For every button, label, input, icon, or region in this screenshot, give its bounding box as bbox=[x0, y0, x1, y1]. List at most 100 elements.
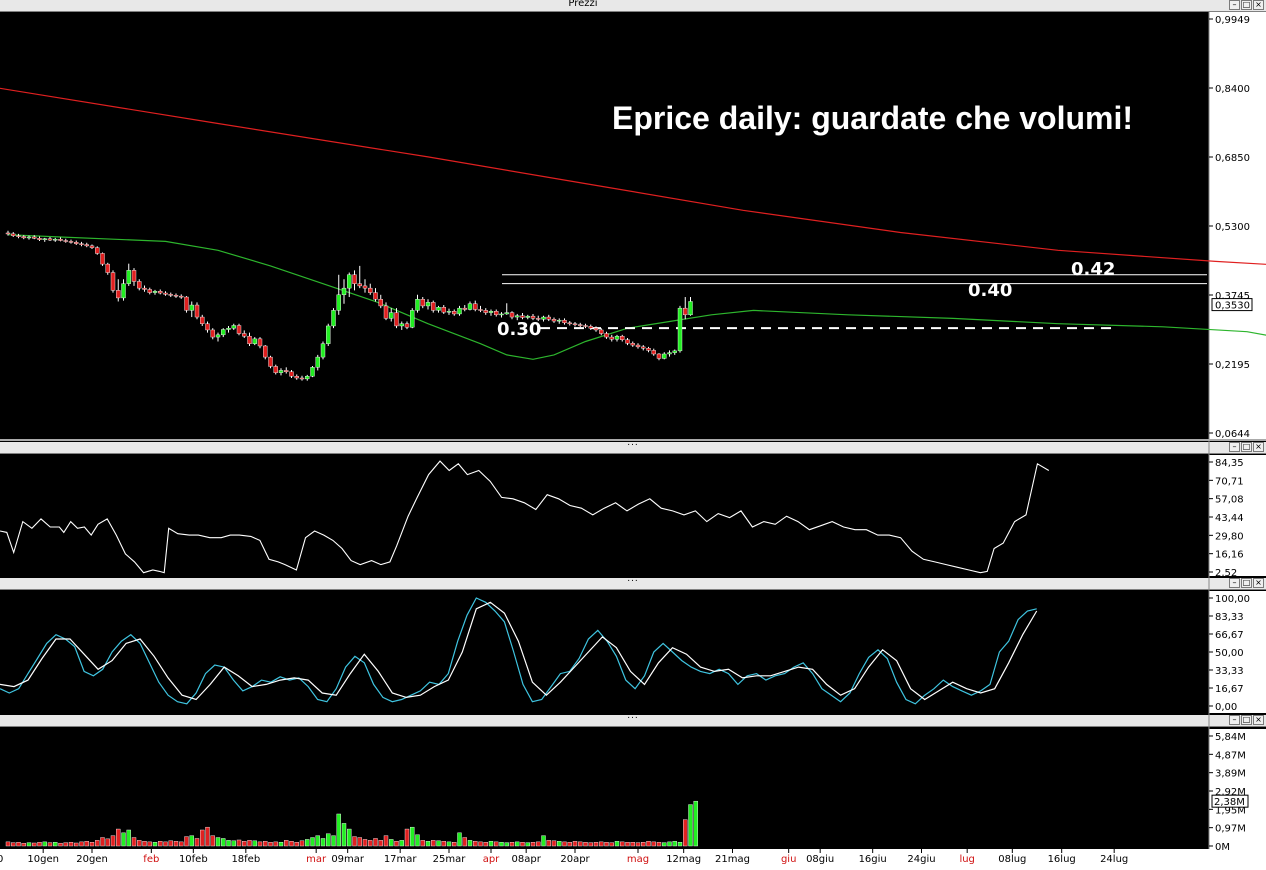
time-axis-label: 25mar bbox=[433, 854, 467, 865]
candle-body bbox=[137, 281, 142, 289]
volume-bar bbox=[257, 841, 263, 847]
candle-body bbox=[368, 287, 373, 293]
volume-bar bbox=[609, 842, 614, 847]
panel-grip: ... bbox=[627, 438, 639, 448]
indicator-panel-titlebar[interactable]: ... – □ × bbox=[0, 438, 1266, 454]
volume-bar bbox=[53, 842, 58, 847]
candle-body bbox=[583, 325, 588, 327]
candle-body bbox=[331, 310, 336, 327]
stochastic-axis-tick-label: 100,00 bbox=[1215, 594, 1250, 605]
candle-body bbox=[357, 283, 362, 287]
volume-bar bbox=[525, 842, 530, 847]
price-axis-tick-label: 0,2195 bbox=[1215, 360, 1250, 371]
volume-bar bbox=[389, 839, 394, 847]
volume-bar bbox=[247, 840, 252, 847]
candle-body bbox=[179, 295, 184, 298]
volume-bar bbox=[646, 841, 651, 847]
time-axis-label: 16giu bbox=[859, 854, 887, 865]
candle-body bbox=[630, 343, 635, 346]
volume-axis-tick-label: 3,89M bbox=[1215, 769, 1246, 780]
candle-body bbox=[205, 323, 210, 331]
volume-bar bbox=[168, 840, 173, 847]
candle-body bbox=[525, 315, 530, 318]
volume-bar bbox=[320, 838, 326, 847]
volume-bar bbox=[310, 837, 315, 847]
close-button[interactable]: × bbox=[1253, 0, 1264, 10]
time-axis-label: 08lug bbox=[998, 854, 1026, 865]
volume-bar bbox=[236, 839, 242, 847]
minimize-button[interactable]: – bbox=[1229, 715, 1240, 725]
candle-body bbox=[420, 299, 425, 307]
volume-bar bbox=[499, 842, 504, 847]
minimize-button[interactable]: – bbox=[1229, 442, 1240, 452]
volume-bar bbox=[378, 840, 383, 847]
volume-bar bbox=[131, 837, 137, 847]
volume-bar bbox=[394, 841, 399, 847]
candle-body bbox=[11, 233, 16, 236]
volume-bar bbox=[47, 842, 53, 847]
volume-bar bbox=[593, 842, 599, 847]
time-axis-label: 09mar bbox=[331, 854, 365, 865]
volume-bar bbox=[541, 835, 546, 847]
volume-bar bbox=[441, 841, 446, 847]
volume-bar bbox=[68, 842, 74, 847]
candle-body bbox=[5, 232, 11, 235]
candle-body bbox=[116, 290, 121, 299]
minimize-button[interactable]: – bbox=[1229, 578, 1240, 588]
maximize-button[interactable]: □ bbox=[1241, 442, 1252, 452]
price-axis-tick-label: 0,3745 bbox=[1215, 291, 1250, 302]
candle-body bbox=[536, 318, 541, 320]
candle-body bbox=[688, 301, 693, 316]
candle-body bbox=[373, 292, 378, 300]
volume-bar bbox=[242, 841, 247, 847]
close-button[interactable]: × bbox=[1253, 715, 1264, 725]
volume-bar bbox=[488, 841, 494, 847]
level-040-label: 0.40 bbox=[968, 280, 1012, 301]
minimize-button[interactable]: – bbox=[1229, 0, 1240, 10]
volume-bar bbox=[289, 841, 294, 847]
maximize-button[interactable]: □ bbox=[1241, 0, 1252, 10]
candle-body bbox=[593, 327, 599, 331]
candle-body bbox=[609, 336, 614, 340]
candle-body bbox=[488, 311, 494, 313]
volume-bar bbox=[26, 842, 32, 847]
indicator-axis-tick-label: 57,08 bbox=[1215, 495, 1244, 506]
candle-body bbox=[656, 353, 662, 359]
candle-body bbox=[520, 315, 525, 318]
volume-bar bbox=[226, 840, 231, 847]
stochastic-k-line bbox=[0, 597, 1037, 705]
time-axis-label: 21mag bbox=[715, 854, 750, 865]
candle-body bbox=[158, 291, 163, 294]
volume-bar bbox=[205, 826, 210, 847]
volume-bar bbox=[683, 819, 688, 847]
candle-body bbox=[257, 338, 263, 347]
volume-bar bbox=[641, 842, 646, 847]
maximize-button[interactable]: □ bbox=[1241, 578, 1252, 588]
close-button[interactable]: × bbox=[1253, 442, 1264, 452]
candle-body bbox=[499, 313, 504, 316]
candle-body bbox=[53, 238, 58, 241]
candle-body bbox=[336, 294, 341, 311]
volume-bar bbox=[200, 829, 205, 847]
stochastic-d-line bbox=[0, 601, 1038, 701]
volume-bar bbox=[572, 841, 578, 847]
volume-panel-titlebar[interactable]: ... – □ × bbox=[0, 711, 1266, 727]
price-panel-titlebar[interactable]: Prezzi – □ × bbox=[0, 0, 1266, 12]
candle-body bbox=[147, 289, 152, 293]
candle-body bbox=[299, 377, 305, 380]
candle-body bbox=[252, 338, 257, 344]
candle-body bbox=[247, 335, 252, 344]
candle-body bbox=[100, 253, 105, 265]
candle-body bbox=[189, 304, 194, 311]
time-axis-label: 16lug bbox=[1048, 854, 1076, 865]
close-button[interactable]: × bbox=[1253, 578, 1264, 588]
maximize-button[interactable]: □ bbox=[1241, 715, 1252, 725]
volume-bar bbox=[126, 829, 131, 847]
last-volume-tag bbox=[1211, 794, 1249, 808]
stochastic-panel-titlebar[interactable]: ... – □ × bbox=[0, 574, 1266, 590]
candle-body bbox=[599, 329, 604, 334]
volume-bar bbox=[651, 841, 656, 847]
volume-bar bbox=[625, 842, 630, 847]
volume-bar bbox=[693, 800, 698, 847]
candle-body bbox=[84, 244, 89, 247]
